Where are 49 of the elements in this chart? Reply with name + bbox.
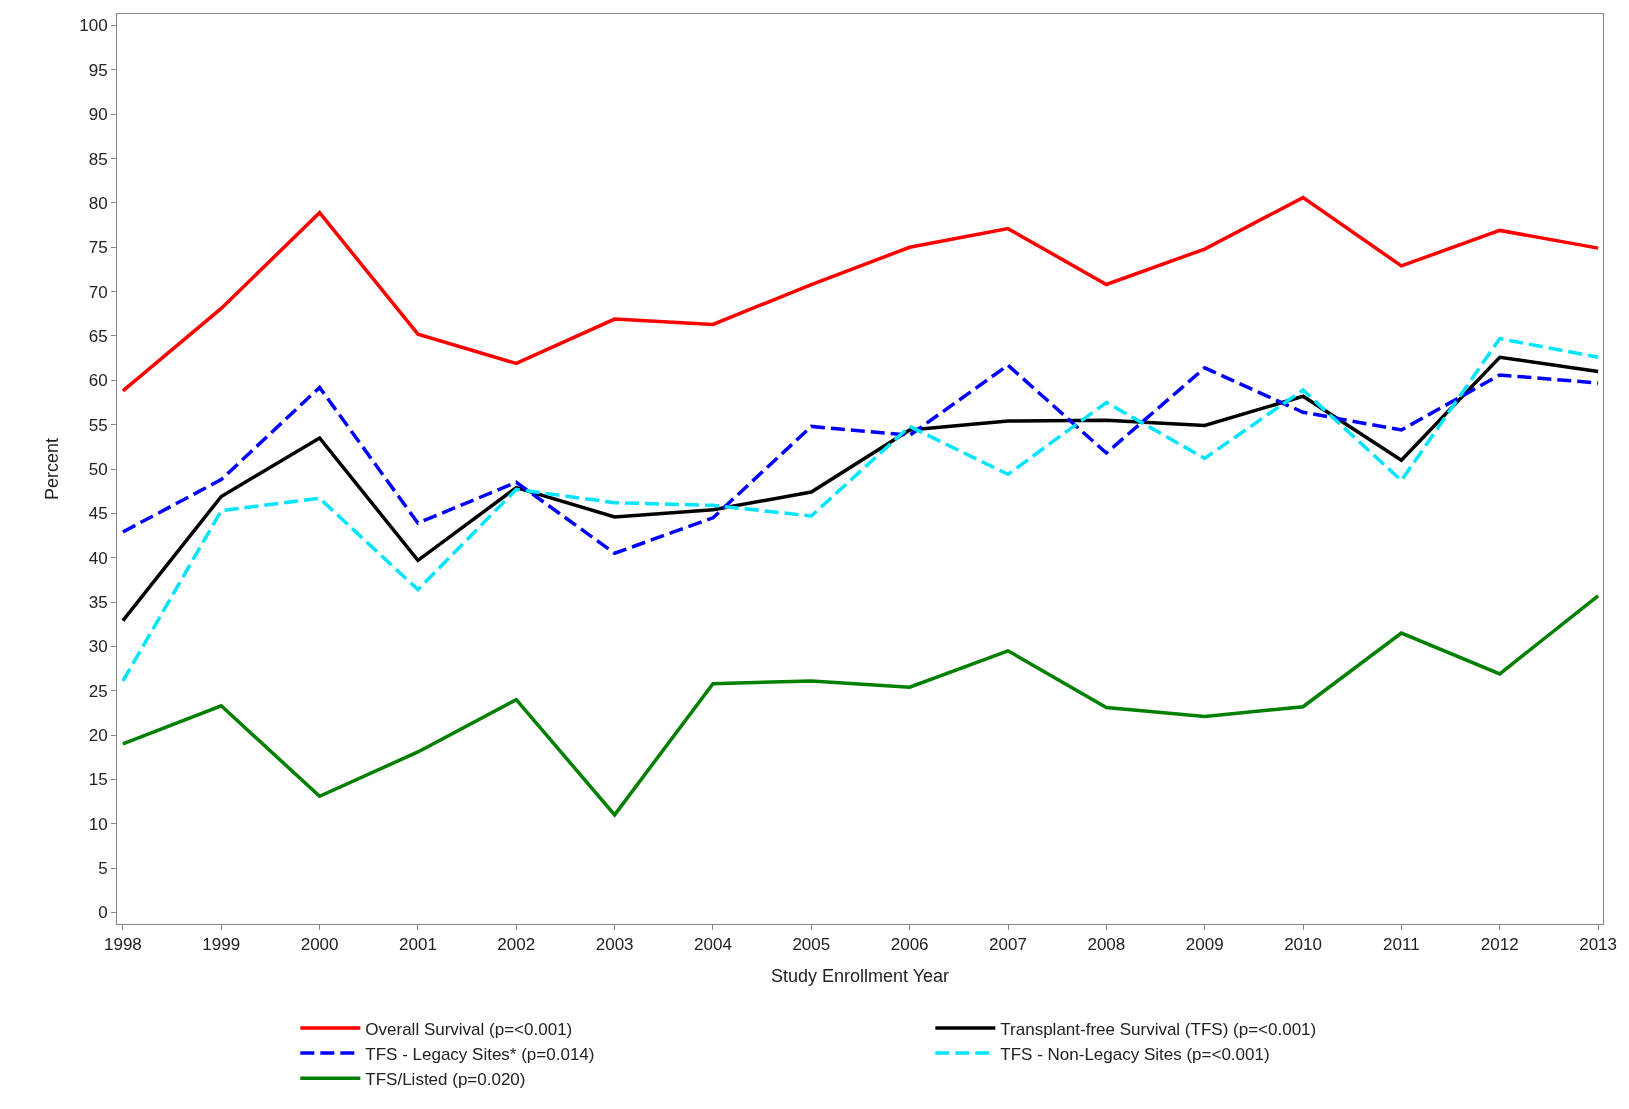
x-tick-label: 2007 (989, 935, 1027, 955)
y-tick-label: 95 (88, 60, 108, 80)
line-series (121, 594, 1600, 817)
x-tick-label: 2006 (890, 935, 929, 955)
y-tick-label: 75 (88, 238, 108, 258)
x-tick-label: 2000 (300, 935, 339, 955)
line-series (121, 336, 1600, 683)
y-tick-label: 45 (88, 504, 108, 524)
legend-label: Overall Survival (p=<0.001) (365, 1019, 573, 1039)
y-tick-label: 0 (98, 903, 108, 923)
x-tick-label: 1998 (103, 935, 142, 955)
y-tick-label: 85 (88, 149, 108, 169)
y-tick-label: 70 (88, 282, 108, 302)
x-tick-label: 2001 (399, 935, 437, 955)
line-series (121, 195, 1600, 393)
y-tick-label: 30 (88, 637, 108, 657)
x-tick-label: 2003 (595, 935, 634, 955)
x-tick-label: 2009 (1185, 935, 1224, 955)
y-tick-label: 25 (88, 681, 108, 701)
y-tick-label: 40 (88, 548, 108, 568)
x-tick-label: 2011 (1383, 935, 1420, 955)
x-tick-label: 2004 (694, 935, 732, 955)
legend-label: TFS - Legacy Sites* (p=0.014) (365, 1044, 595, 1064)
legend-label: TFS - Non-Legacy Sites (p=<0.001) (1000, 1044, 1270, 1064)
x-tick-label: 2002 (497, 935, 536, 955)
y-tick-label: 65 (88, 326, 108, 346)
x-axis-title: Study Enrollment Year (770, 965, 950, 986)
line-series (121, 355, 1600, 623)
x-tick-label: 2010 (1284, 935, 1322, 955)
y-tick-label: 50 (88, 459, 108, 479)
y-tick-label: 5 (98, 859, 108, 879)
y-tick-label: 35 (88, 592, 108, 612)
y-tick-label: 15 (88, 770, 108, 790)
x-tick-label: 1999 (202, 935, 241, 955)
y-tick-label: 80 (88, 193, 108, 213)
y-tick-label: 20 (88, 726, 108, 746)
x-tick-label: 2008 (1087, 935, 1126, 955)
x-tick-label: 2012 (1480, 935, 1519, 955)
legend-label: Transplant-free Survival (TFS) (p=<0.001) (1000, 1019, 1317, 1039)
y-axis-title: Percent (42, 437, 63, 501)
x-tick-label: 2005 (792, 935, 831, 955)
legend-label: TFS/Listed (p=0.020) (365, 1069, 526, 1089)
y-tick-label: 10 (88, 814, 108, 834)
x-tick-label: 2013 (1579, 935, 1617, 955)
y-tick-label: 55 (88, 415, 108, 435)
y-tick-label: 90 (88, 105, 108, 125)
y-tick-label: 60 (88, 371, 108, 391)
line-series (121, 363, 1600, 556)
y-tick-label: 100 (79, 16, 108, 36)
